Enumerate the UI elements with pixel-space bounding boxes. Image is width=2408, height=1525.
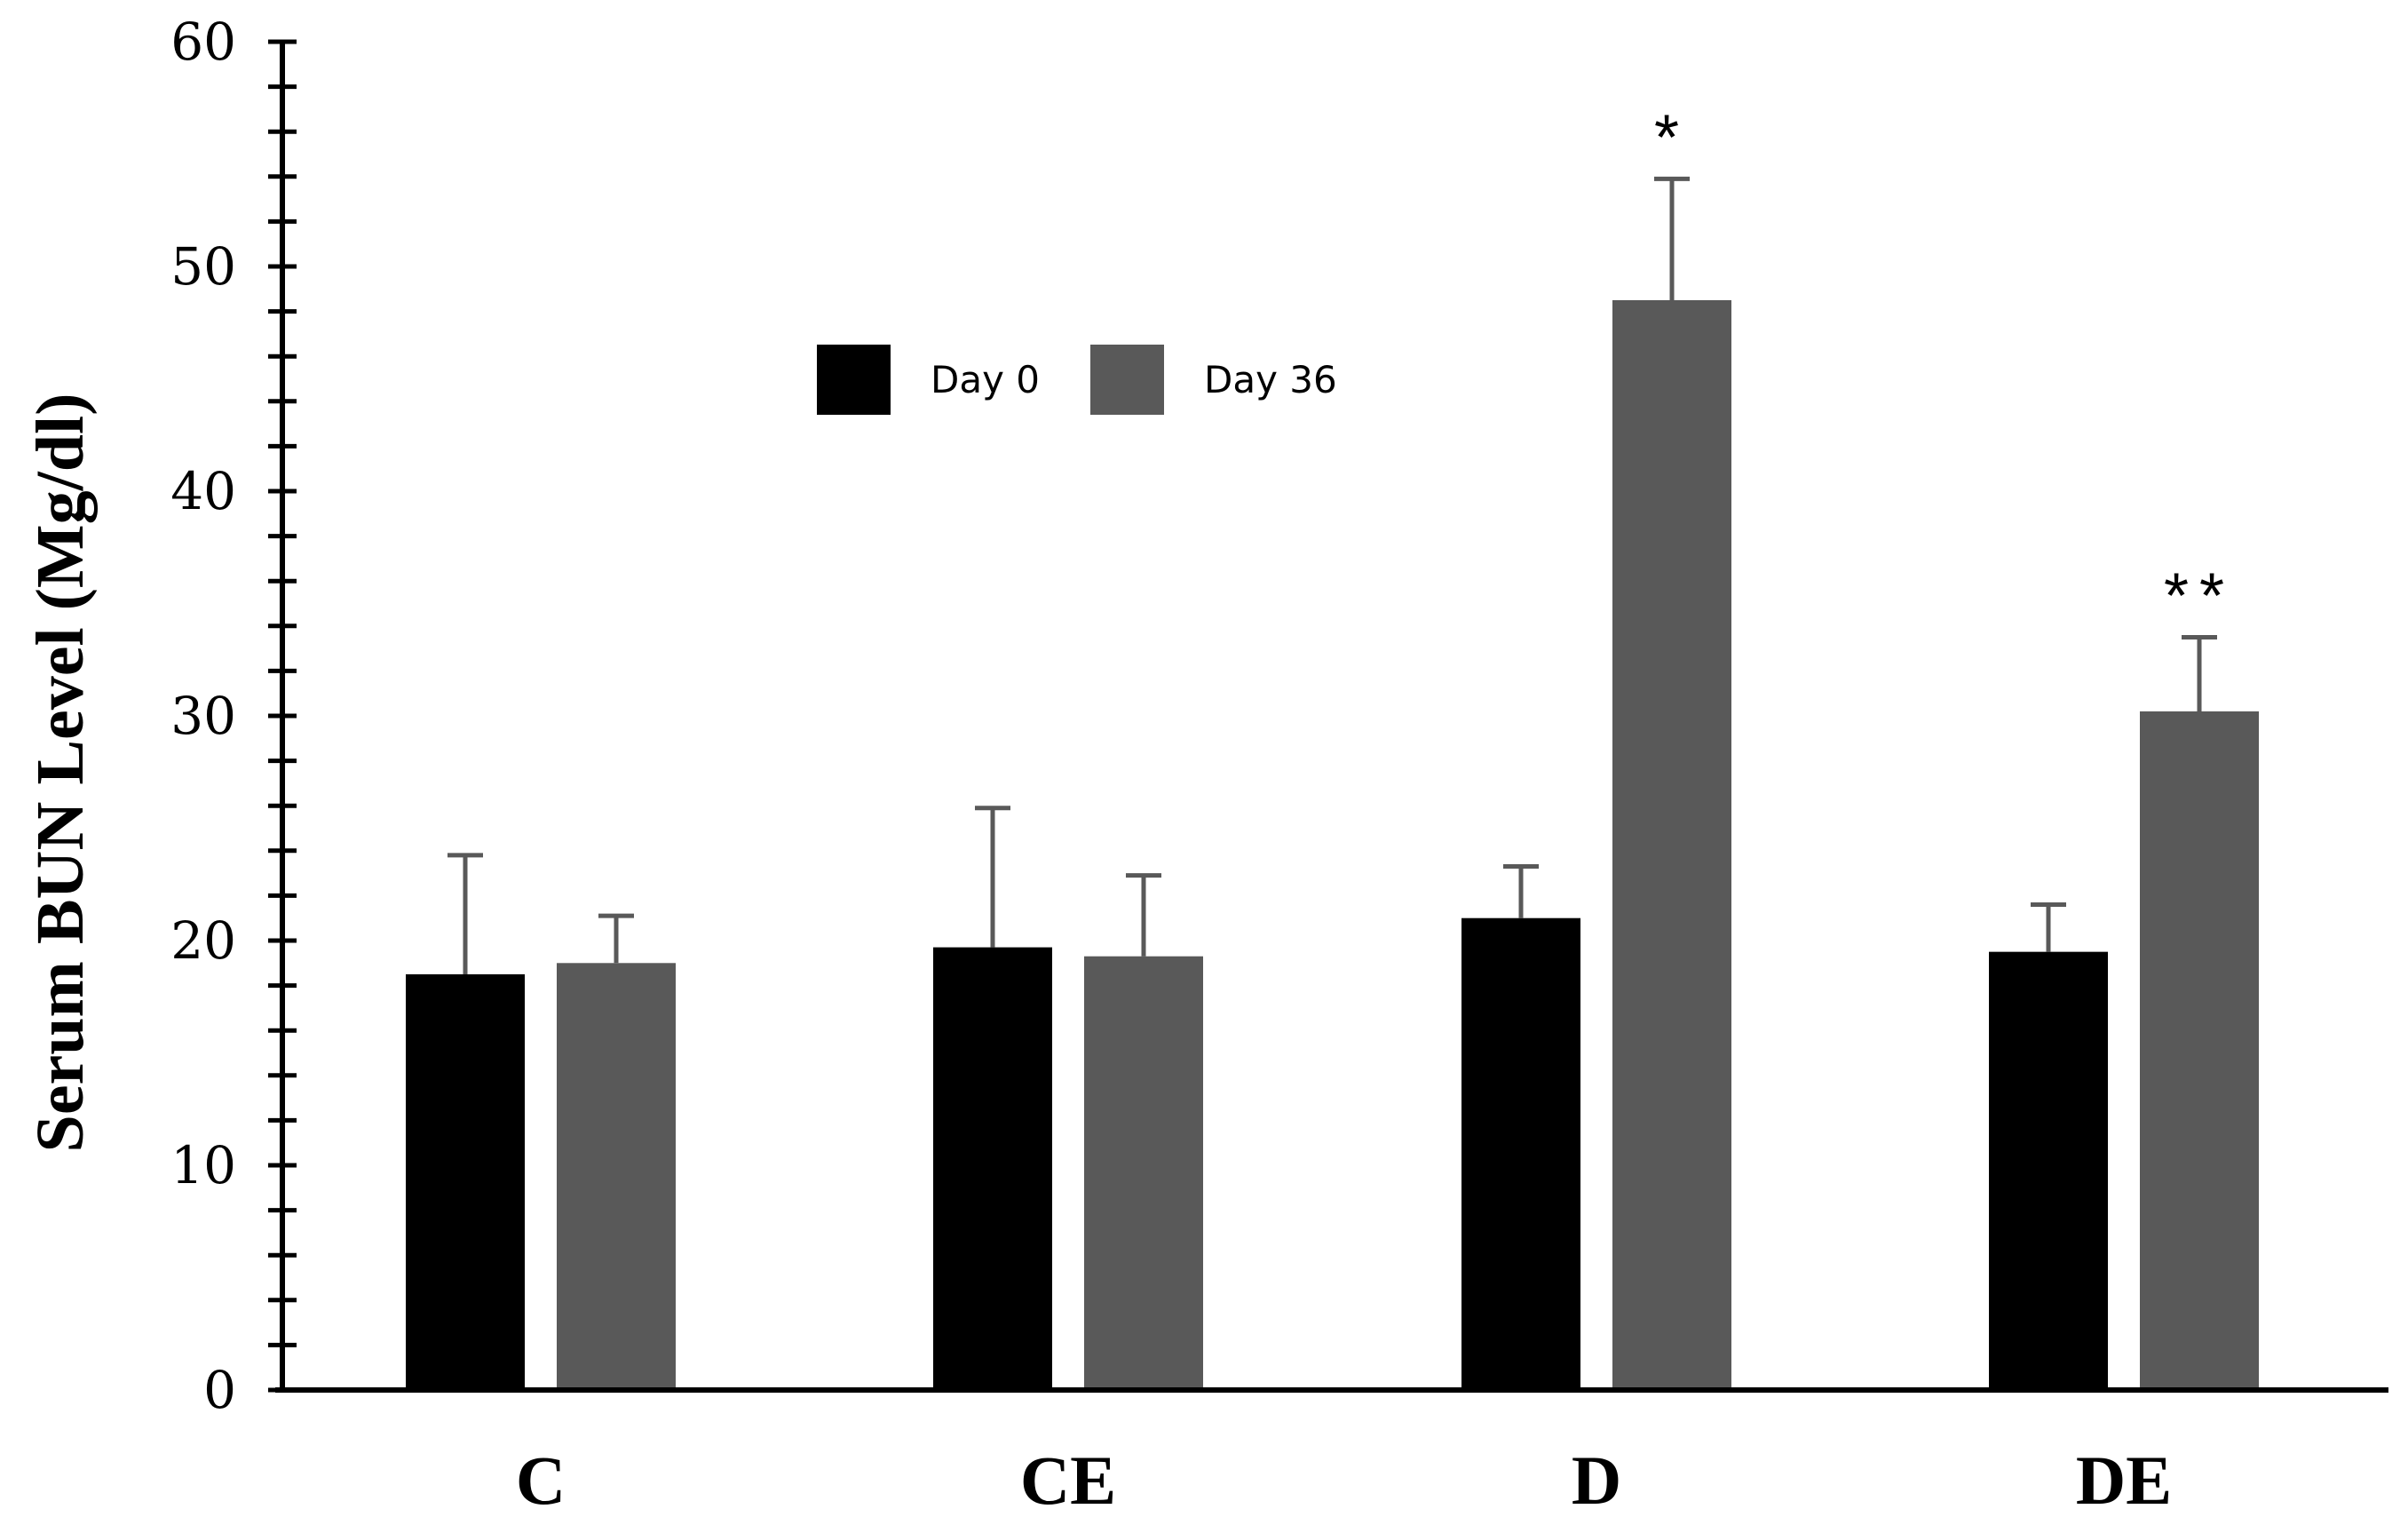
x-tick-label: C [516, 1442, 566, 1519]
legend: Day 0 Day 36 [817, 345, 1337, 415]
bar-d-day-0 [1461, 917, 1580, 1390]
bar-ce-day-36 [1084, 956, 1203, 1390]
bar-ce-day-0 [933, 947, 1052, 1390]
bar-c-day-36 [557, 963, 676, 1390]
y-tick-label: 40 [170, 461, 236, 521]
legend-label: Day 0 [931, 358, 1040, 401]
y-tick-label: 10 [170, 1135, 236, 1195]
y-tick-label: 60 [170, 12, 236, 72]
y-axis: 0 10 20 30 40 50 60 [170, 12, 297, 1420]
legend-swatch [817, 345, 891, 415]
bar-de-day-36 [2140, 711, 2259, 1390]
bar-de-day-0 [1989, 951, 2108, 1390]
y-tick-label: 0 [203, 1360, 236, 1420]
bar-c-day-0 [406, 973, 525, 1390]
significance-marker: * [1654, 102, 1690, 173]
legend-swatch [1090, 345, 1164, 415]
x-axis: C CE D DE [275, 1387, 2388, 1519]
bar-d-day-36 [1612, 299, 1731, 1391]
legend-label: Day 36 [1204, 358, 1337, 401]
y-tick-label: 20 [170, 910, 236, 971]
y-tick-label: 50 [170, 236, 236, 297]
bars: *** [406, 102, 2259, 1391]
x-tick-label: DE [2076, 1442, 2172, 1519]
x-tick-label: D [1572, 1442, 1621, 1519]
x-tick-label: CE [1020, 1442, 1116, 1519]
y-axis-label: Serum BUN Level (Mg/dl) [23, 393, 98, 1153]
y-tick-label: 30 [170, 686, 236, 746]
significance-marker: ** [2164, 560, 2235, 631]
